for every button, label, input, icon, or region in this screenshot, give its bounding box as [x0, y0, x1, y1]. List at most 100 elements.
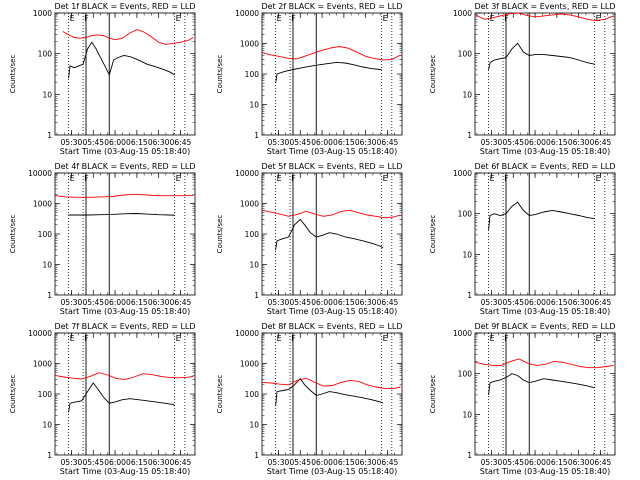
- interval-marker-label: E: [277, 334, 282, 343]
- y-tick-label: 1000: [240, 360, 259, 369]
- series-line-lld: [262, 377, 401, 390]
- interval-marker-label: E: [176, 334, 181, 343]
- panel-title: Det 4f BLACK = Events, RED = LLD: [54, 162, 195, 171]
- y-axis-label: Counts/sec: [429, 375, 437, 414]
- y-tick-label: 1000: [33, 360, 52, 369]
- series-line-events: [68, 41, 175, 79]
- y-tick-label: 10: [462, 410, 472, 419]
- x-tick-label: 05:45: [502, 458, 524, 467]
- panel-title: Det 9f BLACK = Events, RED = LLD: [474, 322, 615, 331]
- x-tick-label: 06:45: [590, 138, 612, 147]
- x-axis-label: Start Time (03-Aug-15 05:18:40): [480, 467, 611, 476]
- x-tick-label: 06:15: [126, 298, 148, 307]
- y-tick-label: 10: [462, 250, 472, 259]
- x-tick-label: 06:15: [546, 138, 568, 147]
- interval-marker-label: E: [490, 174, 495, 183]
- x-axis-label: Start Time (03-Aug-15 05:18:40): [267, 147, 398, 156]
- series-line-events: [275, 377, 384, 407]
- x-tick-label: 05:45: [502, 138, 524, 147]
- x-tick-label: 06:00: [104, 138, 126, 147]
- panel-title: Det 2f BLACK = Events, RED = LLD: [261, 2, 402, 11]
- x-tick-label: 06:30: [148, 298, 170, 307]
- axes-frame: [54, 12, 196, 136]
- y-tick-label: 1000: [33, 200, 52, 209]
- x-tick-label: 06:30: [568, 298, 590, 307]
- interval-marker-label: E: [176, 14, 181, 23]
- x-tick-label: 06:30: [568, 458, 590, 467]
- panel-det-1: Det 1f BLACK = Events, RED = LLD 1 10 100 10…: [9, 2, 196, 156]
- y-tick-label: 1000: [453, 329, 472, 338]
- interval-marker-label: E: [70, 334, 75, 343]
- y-tick-label: 100: [38, 50, 53, 59]
- y-tick-label: 10: [42, 90, 52, 99]
- y-tick-label: 100: [245, 70, 260, 79]
- panel-det-9: Det 9f BLACK = Events, RED = LLD 1 10 100 10…: [429, 322, 616, 476]
- y-tick-label: 1: [47, 291, 52, 300]
- interval-marker-label: F: [291, 334, 296, 343]
- x-tick-label: 05:30: [481, 298, 503, 307]
- series-line-lld: [262, 46, 401, 61]
- y-tick-label: 1: [254, 291, 259, 300]
- y-tick-label: 1000: [33, 9, 52, 18]
- panel-det-4: Det 4f BLACK = Events, RED = LLD 1 10 100 10…: [9, 162, 196, 316]
- x-tick-label: 06:45: [170, 298, 192, 307]
- panel-title: Det 6f BLACK = Events, RED = LLD: [474, 162, 615, 171]
- interval-marker-label: E: [176, 174, 181, 183]
- series-line-events: [68, 213, 175, 216]
- x-tick-label: 05:30: [268, 298, 290, 307]
- x-tick-label: 06:45: [377, 298, 399, 307]
- panel-det-5: Det 5f BLACK = Events, RED = LLD 1 10 100 10…: [216, 162, 403, 316]
- x-tick-label: 06:00: [311, 298, 333, 307]
- panel-title: Det 7f BLACK = Events, RED = LLD: [54, 322, 195, 331]
- panel-det-6: Det 6f BLACK = Events, RED = LLD 1 10 100 10…: [429, 162, 616, 316]
- x-axis-label: Start Time (03-Aug-15 05:18:40): [60, 467, 191, 476]
- x-tick-label: 06:00: [104, 298, 126, 307]
- x-axis-label: Start Time (03-Aug-15 05:18:40): [480, 307, 611, 316]
- interval-marker-label: E: [596, 334, 601, 343]
- x-tick-label: 06:15: [546, 458, 568, 467]
- interval-marker-label: E: [383, 334, 388, 343]
- series-line-lld: [475, 358, 614, 369]
- x-tick-label: 05:30: [268, 458, 290, 467]
- interval-marker-label: F: [84, 334, 89, 343]
- x-tick-label: 05:30: [61, 138, 83, 147]
- x-axis-label: Start Time (03-Aug-15 05:18:40): [60, 307, 191, 316]
- series-line-lld: [55, 193, 194, 198]
- interval-marker-label: F: [84, 174, 89, 183]
- interval-marker-label: E: [277, 14, 282, 23]
- series-line-events: [488, 201, 595, 230]
- x-tick-label: 06:15: [126, 138, 148, 147]
- y-tick-label: 10: [249, 421, 259, 430]
- y-axis-label: Counts/sec: [216, 215, 224, 254]
- y-tick-label: 1000: [453, 169, 472, 178]
- y-tick-label: 1: [254, 451, 259, 460]
- y-tick-label: 1: [467, 451, 472, 460]
- x-tick-label: 05:30: [481, 138, 503, 147]
- x-tick-label: 06:00: [524, 138, 546, 147]
- interval-marker-label: E: [383, 14, 388, 23]
- x-tick-label: 06:15: [546, 298, 568, 307]
- interval-marker-label: F: [291, 174, 296, 183]
- interval-marker-label: F: [504, 174, 509, 183]
- interval-marker-label: F: [291, 14, 296, 23]
- y-tick-label: 1: [254, 131, 259, 140]
- y-tick-label: 10000: [235, 9, 259, 18]
- y-axis-label: Counts/sec: [9, 375, 17, 414]
- x-tick-label: 06:45: [377, 458, 399, 467]
- x-tick-label: 06:30: [355, 298, 377, 307]
- interval-marker-label: E: [70, 174, 75, 183]
- y-axis-label: Counts/sec: [9, 215, 17, 254]
- y-axis-label: Counts/sec: [216, 55, 224, 94]
- series-line-lld: [55, 372, 194, 380]
- x-tick-label: 06:30: [148, 138, 170, 147]
- axes-frame: [261, 12, 403, 136]
- x-tick-label: 06:00: [311, 458, 333, 467]
- panel-title: Det 8f BLACK = Events, RED = LLD: [261, 322, 402, 331]
- x-tick-label: 06:30: [148, 458, 170, 467]
- interval-marker-label: F: [504, 334, 509, 343]
- x-tick-label: 06:30: [355, 138, 377, 147]
- x-tick-label: 05:30: [481, 458, 503, 467]
- axes-frame: [261, 172, 403, 296]
- y-tick-label: 10000: [235, 169, 259, 178]
